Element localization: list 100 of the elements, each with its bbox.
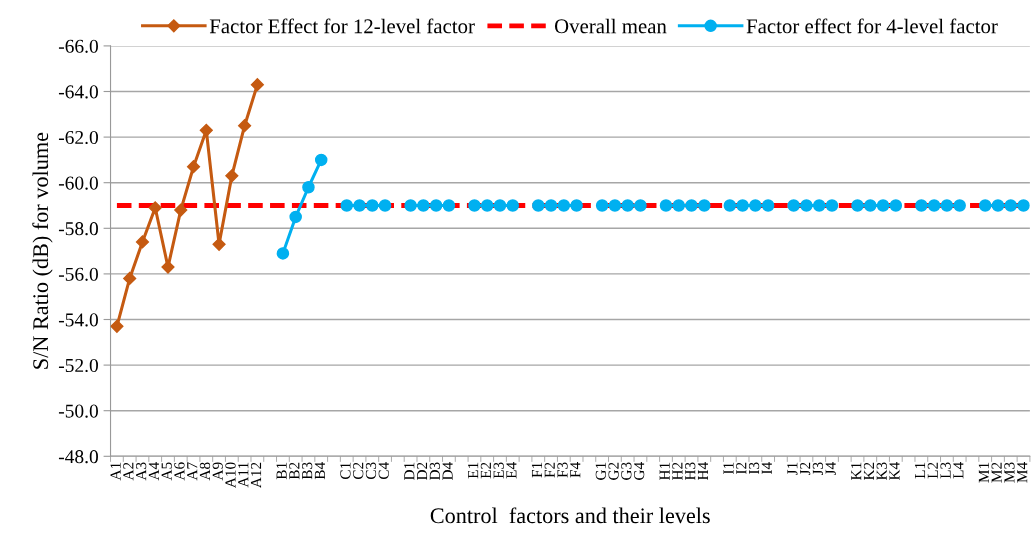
point	[723, 199, 737, 212]
x-tick-label: I2	[736, 462, 747, 475]
point	[570, 199, 583, 212]
x-tick-label: A5	[161, 462, 172, 481]
y-tick-label: -56.0	[58, 267, 98, 281]
point	[825, 199, 839, 212]
x-tick-label: H1	[659, 462, 670, 481]
x-tick-label: D1	[404, 462, 415, 481]
x-tick-label: F4	[570, 462, 581, 478]
point	[161, 260, 175, 274]
point	[404, 199, 417, 212]
point	[532, 199, 545, 212]
point	[493, 199, 507, 212]
point	[442, 199, 456, 212]
point	[468, 199, 481, 212]
x-tick-label: C1	[340, 462, 351, 480]
x-tick-label: A7	[187, 462, 198, 481]
x-tick-label: A10	[225, 462, 236, 489]
point	[250, 78, 264, 92]
point	[340, 199, 354, 212]
x-tick-label: D4	[442, 462, 453, 481]
point	[1004, 199, 1017, 212]
x-tick-label: E2	[480, 462, 491, 479]
point	[289, 210, 302, 224]
x-tick-label: K2	[863, 462, 874, 481]
point	[480, 199, 494, 212]
point	[787, 199, 800, 212]
x-tick-label: C4	[378, 462, 389, 480]
x-tick-label: B1	[276, 462, 287, 480]
x-tick-label: L2	[927, 462, 938, 479]
point	[698, 199, 711, 212]
x-tick-label: F1	[531, 462, 542, 478]
x-tick-label: I3	[748, 462, 760, 475]
x-tick-label: A4	[148, 462, 159, 481]
x-tick-label: B4	[314, 462, 325, 480]
point	[851, 199, 864, 212]
point	[199, 123, 213, 137]
point	[417, 199, 430, 212]
x-tick-label: M3	[1004, 462, 1015, 483]
x-tick-label: L1	[914, 462, 926, 479]
point	[659, 199, 673, 212]
x-tick-label: B3	[302, 462, 313, 480]
x-tick-label: H4	[697, 462, 708, 481]
x-tick-label: E3	[493, 462, 504, 479]
point	[889, 199, 903, 212]
point	[991, 199, 1005, 212]
point	[506, 199, 520, 212]
x-tick-label: G4	[634, 462, 645, 480]
x-tick-label: A11	[238, 462, 249, 488]
x-tick-label: A1	[110, 462, 121, 481]
point	[1017, 199, 1030, 212]
x-tick-label: J4	[825, 462, 836, 476]
point	[940, 199, 954, 212]
y-tick-label: -54.0	[58, 313, 98, 327]
legend-label: Overall mean	[554, 18, 667, 34]
x-tick-label: K4	[889, 462, 900, 481]
point	[148, 201, 162, 215]
x-axis-title: Control factors and their levels	[430, 507, 710, 524]
point	[353, 199, 366, 212]
x-tick-label: I1	[723, 462, 734, 475]
x-tick-label: M4	[1017, 462, 1028, 483]
y-tick-label: -66.0	[58, 39, 98, 53]
point	[110, 319, 124, 333]
x-tick-label: J1	[787, 462, 798, 476]
point	[736, 199, 749, 212]
point	[953, 199, 966, 212]
y-tick-label: -64.0	[58, 85, 98, 99]
point	[812, 199, 826, 212]
x-tick-label: G1	[595, 462, 606, 480]
point	[429, 199, 443, 212]
point	[608, 199, 622, 212]
point	[276, 247, 290, 260]
x-tick-label: E4	[506, 462, 517, 479]
x-tick-label: K1	[851, 462, 862, 481]
x-tick-label: B2	[289, 462, 300, 480]
x-tick-label: A2	[123, 462, 134, 481]
point	[876, 199, 890, 212]
x-tick-label: L3	[940, 462, 951, 479]
x-tick-label: H2	[672, 462, 683, 481]
x-tick-label: D2	[416, 462, 428, 481]
x-tick-label: C3	[365, 462, 377, 480]
y-tick-label: -62.0	[58, 130, 98, 145]
x-tick-label: I4	[761, 462, 772, 475]
point	[186, 160, 201, 174]
x-tick-label: A3	[136, 462, 147, 481]
y-tick-label: -52.0	[58, 358, 98, 373]
x-tick-label: E1	[468, 462, 479, 479]
point	[314, 153, 328, 167]
x-tick-label: A6	[174, 462, 185, 481]
point	[761, 199, 775, 212]
point	[174, 203, 188, 217]
point	[864, 199, 877, 212]
point	[212, 237, 226, 251]
y-tick-label: -58.0	[58, 222, 98, 236]
x-tick-label: F2	[544, 462, 555, 478]
x-tick-label: A12	[250, 462, 262, 489]
point	[915, 199, 928, 212]
point	[123, 271, 137, 286]
point	[595, 199, 609, 212]
x-tick-label: L4	[953, 462, 964, 479]
